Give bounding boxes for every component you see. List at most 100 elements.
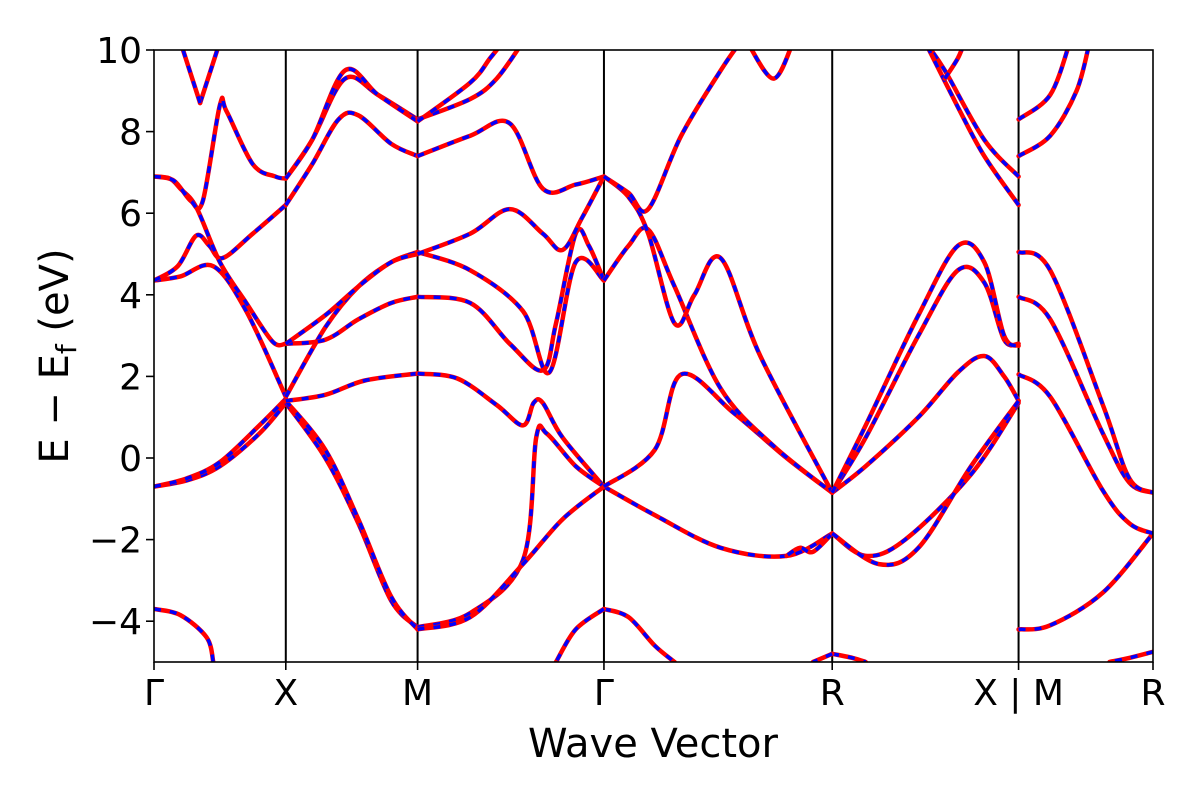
band-line-blue	[417, 227, 606, 373]
band-line-red	[829, 400, 1021, 559]
band-lines	[154, 50, 1153, 662]
y-tick-label: 2	[119, 357, 142, 398]
band-line-red	[1016, 50, 1091, 159]
band-line-red	[601, 50, 738, 214]
band-line-blue	[830, 265, 1020, 494]
x-tick-label: M	[402, 673, 433, 714]
band-line-blue	[416, 50, 499, 123]
band-line-blue	[154, 263, 288, 398]
high-symmetry-lines	[284, 50, 1020, 662]
band-line-blue	[284, 75, 419, 180]
band-line-blue	[416, 175, 606, 256]
band-line-blue	[943, 50, 964, 80]
band-line-red	[926, 50, 1021, 208]
band-line-blue	[1017, 50, 1070, 121]
band-line-red	[415, 118, 607, 195]
band-line-blue	[154, 401, 288, 489]
band-line-red	[829, 398, 1021, 568]
band-line-blue	[749, 50, 792, 81]
band-line-blue	[602, 226, 834, 495]
band-line-blue	[154, 174, 287, 347]
band-line-blue	[602, 371, 834, 495]
x-tick-label: X | M	[973, 673, 1064, 714]
band-line-blue	[154, 96, 287, 211]
band-line-blue	[198, 50, 220, 104]
band-line-blue	[602, 175, 834, 494]
plot-frame	[153, 49, 1154, 663]
y-axis-title: E − Ef (eV)	[32, 248, 83, 463]
band-line-blue	[830, 240, 1020, 494]
band-line-red	[154, 95, 289, 212]
band-line-blue	[928, 50, 1020, 178]
band-line-red	[283, 110, 420, 208]
x-axis-ticks: Γ X M Γ R X | M R	[144, 662, 1166, 714]
band-line-red	[283, 74, 420, 181]
y-tick-label: 10	[96, 31, 142, 72]
band-line-blue	[831, 401, 1021, 558]
band-line-blue	[831, 399, 1021, 567]
band-line-red	[1016, 249, 1153, 495]
band-line-red	[1016, 531, 1153, 632]
band-line-blue	[284, 110, 419, 206]
band-line-red	[154, 606, 216, 662]
band-line-blue	[417, 250, 606, 375]
band-line-blue	[417, 424, 605, 630]
band-line-red	[415, 174, 607, 257]
band-line-blue	[1017, 50, 1090, 158]
band-line-red	[283, 400, 420, 630]
band-line-blue	[417, 485, 605, 632]
band-line-blue	[1017, 372, 1153, 536]
band-line-blue	[284, 401, 419, 629]
band-line-blue	[417, 371, 606, 488]
band-line-blue	[603, 607, 676, 662]
y-tick-label: −4	[89, 602, 142, 643]
band-line-blue	[284, 252, 419, 346]
band-line-blue	[785, 532, 834, 558]
band-line-red	[553, 606, 607, 662]
y-axis-ticks: −4 −2 0 2 4 6 8 10	[89, 31, 154, 643]
x-tick-label: Γ	[594, 673, 614, 714]
band-line-red	[154, 400, 289, 489]
y-tick-label: 6	[119, 194, 142, 235]
y-tick-label: 4	[119, 276, 142, 317]
band-line-red	[1016, 50, 1070, 122]
x-axis-title: Wave Vector	[528, 721, 779, 767]
x-tick-label: R	[1140, 673, 1165, 714]
band-line-red	[749, 50, 793, 81]
band-line-blue	[1109, 650, 1153, 662]
band-line-blue	[603, 485, 834, 559]
band-line-blue	[831, 652, 867, 662]
band-line-blue	[554, 607, 605, 662]
band-line-red	[601, 174, 835, 495]
y-axis-title-unit: (eV)	[32, 248, 78, 331]
band-line-red	[283, 66, 420, 181]
band-line-red	[829, 240, 1021, 495]
band-line-red	[283, 294, 420, 347]
y-axis-title-subscript: f	[50, 343, 83, 354]
band-line-red	[928, 50, 1021, 179]
band-line-blue	[181, 50, 202, 104]
y-tick-label: 8	[119, 113, 142, 154]
band-line-blue	[416, 50, 520, 122]
band-line-red	[283, 398, 420, 632]
band-line-blue	[284, 399, 419, 631]
band-line-blue	[284, 67, 419, 180]
x-tick-label: X	[273, 673, 298, 714]
x-tick-label: Γ	[144, 673, 164, 714]
band-line-blue	[831, 354, 1021, 495]
band-line-blue	[285, 371, 418, 403]
band-line-red	[415, 484, 607, 632]
band-line-red	[829, 353, 1021, 495]
band-line-red	[601, 606, 677, 662]
band-line-red	[154, 396, 289, 489]
band-line-blue	[1018, 532, 1153, 632]
band-line-red	[601, 225, 835, 495]
band-line-red	[415, 371, 607, 489]
band-line-red	[415, 249, 607, 376]
band-line-blue	[154, 203, 287, 283]
band-line-blue	[285, 295, 419, 346]
band-line-blue	[602, 50, 737, 214]
y-axis-title-space	[32, 332, 78, 345]
band-line-red	[415, 50, 500, 124]
